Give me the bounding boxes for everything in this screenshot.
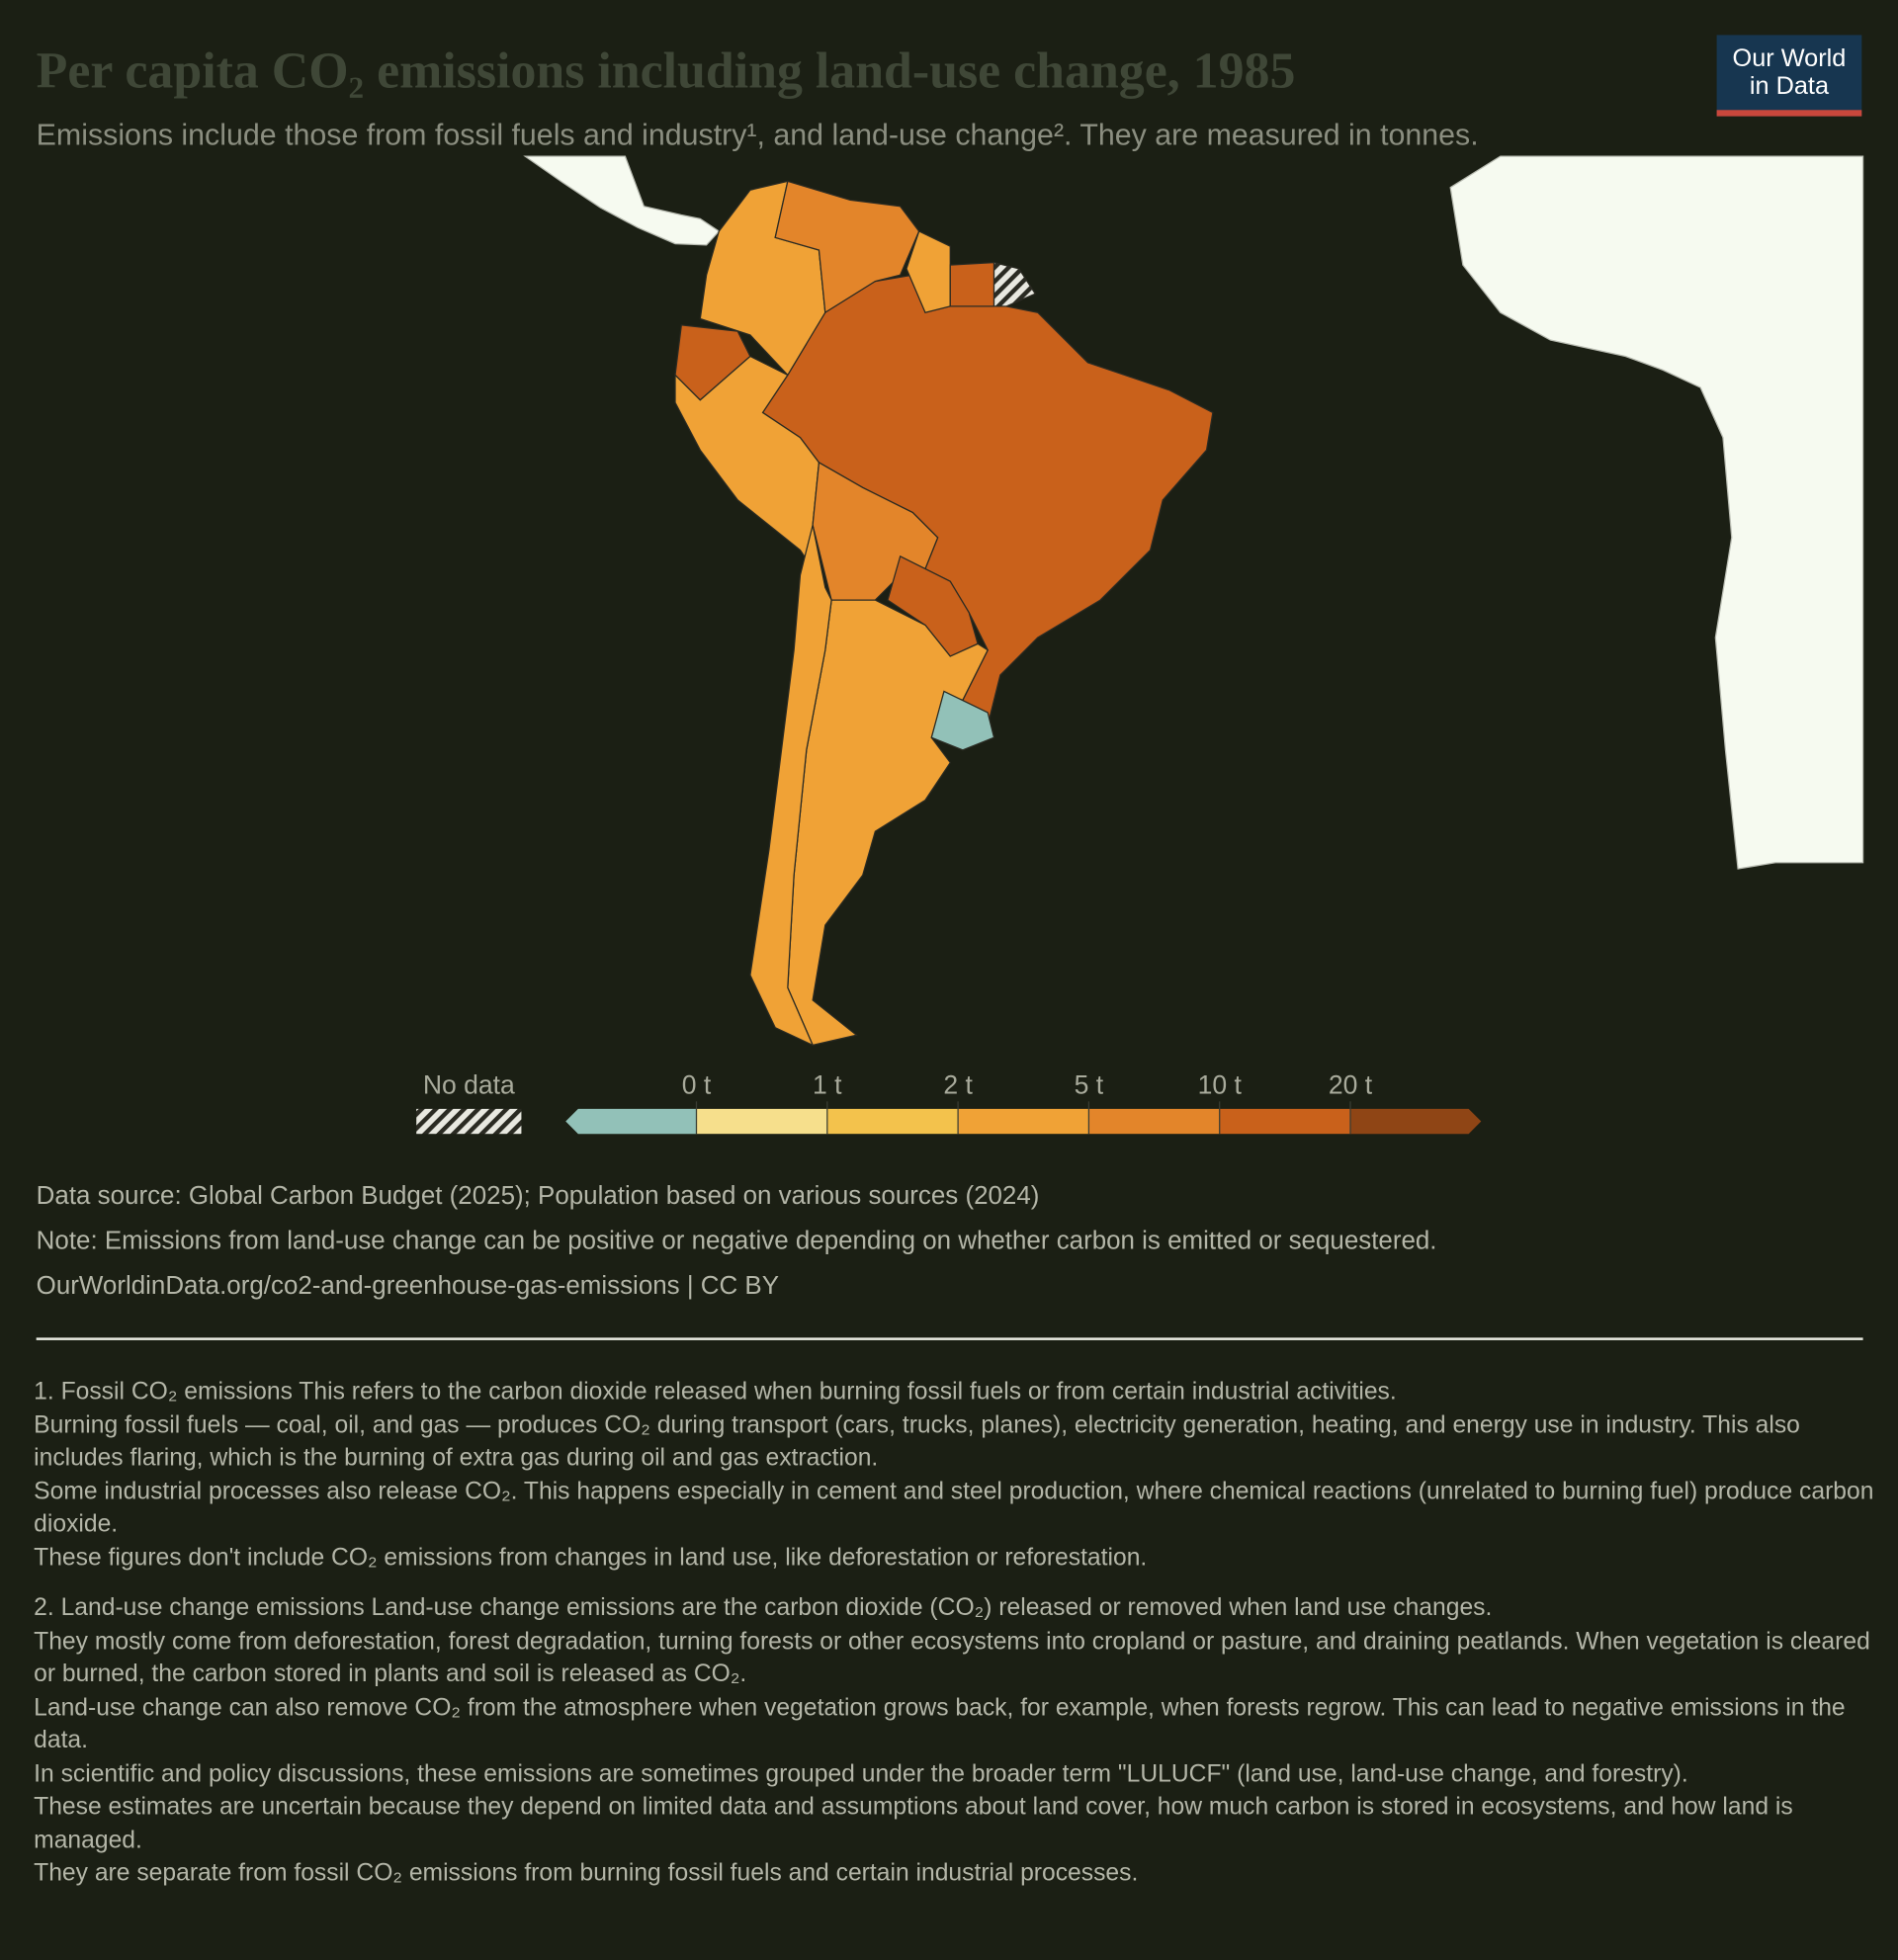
- footnote-line: Land-use change can also remove CO₂ from…: [34, 1693, 1846, 1754]
- footnote-line: In scientific and policy discussions, th…: [34, 1759, 1688, 1788]
- chile: [749, 525, 832, 1047]
- no-data-swatch: [416, 1108, 522, 1135]
- venezuela: [774, 180, 920, 314]
- footnote: 1. Fossil CO₂ emissions This refers to t…: [34, 1375, 1884, 1574]
- divider: [36, 1337, 1863, 1340]
- logo-text: Our World: [1732, 44, 1847, 73]
- legend-tick-label: 1 t: [813, 1070, 842, 1100]
- no-data-label: No data: [423, 1070, 515, 1100]
- legend-tick-label: 0 t: [682, 1070, 712, 1100]
- map: No data 0 t 1 t 2 t 5 t 10 t 20 t: [416, 155, 1864, 1135]
- guyana: [906, 230, 951, 313]
- footnote-line: 1. Fossil CO₂ emissions This refers to t…: [34, 1377, 1397, 1406]
- footnote-line: Burning fossil fuels — coal, oil, and ga…: [34, 1410, 1800, 1472]
- url[interactable]: OurWorldinData.org/co2-and-greenhouse-ga…: [36, 1271, 780, 1301]
- footnote-line: They are separate from fossil CO₂ emissi…: [34, 1858, 1139, 1887]
- suriname: [949, 261, 995, 307]
- footnote-line: These figures don't include CO₂ emission…: [34, 1543, 1148, 1572]
- legend-tick-label: 5 t: [1075, 1070, 1104, 1100]
- footnote: 2. Land-use change emissions Land-use ch…: [34, 1591, 1884, 1890]
- note: Note: Emissions from land-use change can…: [36, 1226, 1437, 1255]
- legend-bin: [565, 1108, 697, 1135]
- legend-tick-label: 10 t: [1198, 1070, 1243, 1100]
- legend-bin: [958, 1108, 1089, 1135]
- french-guiana: [992, 261, 1037, 307]
- footnote-line: 2. Land-use change emissions Land-use ch…: [34, 1593, 1493, 1622]
- footnote-line: They mostly come from deforestation, for…: [34, 1627, 1870, 1688]
- title: Per capita CO₂ emissions including land-…: [36, 41, 1296, 99]
- source: Data source: Global Carbon Budget (2025)…: [36, 1181, 1040, 1211]
- central-america: [523, 155, 721, 246]
- logo-text: in Data: [1749, 72, 1830, 101]
- legend: No data 0 t 1 t 2 t 5 t 10 t 20 t: [416, 1070, 1482, 1135]
- uruguay: [930, 690, 995, 751]
- footnotes: 1. Fossil CO₂ emissions This refers to t…: [34, 1375, 1884, 1907]
- legend-bin: [826, 1108, 959, 1135]
- legend-tick-label: 20 t: [1329, 1070, 1373, 1100]
- legend-tick-label: 2 t: [943, 1070, 973, 1100]
- legend-bin: [1088, 1108, 1220, 1135]
- logo[interactable]: Our World in Data: [1716, 35, 1862, 117]
- footnote-line: Some industrial processes also release C…: [34, 1477, 1874, 1538]
- legend-bin: [696, 1108, 827, 1135]
- colombia: [699, 180, 826, 377]
- legend-bin: [1350, 1108, 1482, 1135]
- legend-bin: [1219, 1108, 1351, 1135]
- subtitle: Emissions include those from fossil fuel…: [36, 119, 1479, 153]
- africa: [1449, 155, 1864, 870]
- footnote-line: These estimates are uncertain because th…: [34, 1792, 1793, 1854]
